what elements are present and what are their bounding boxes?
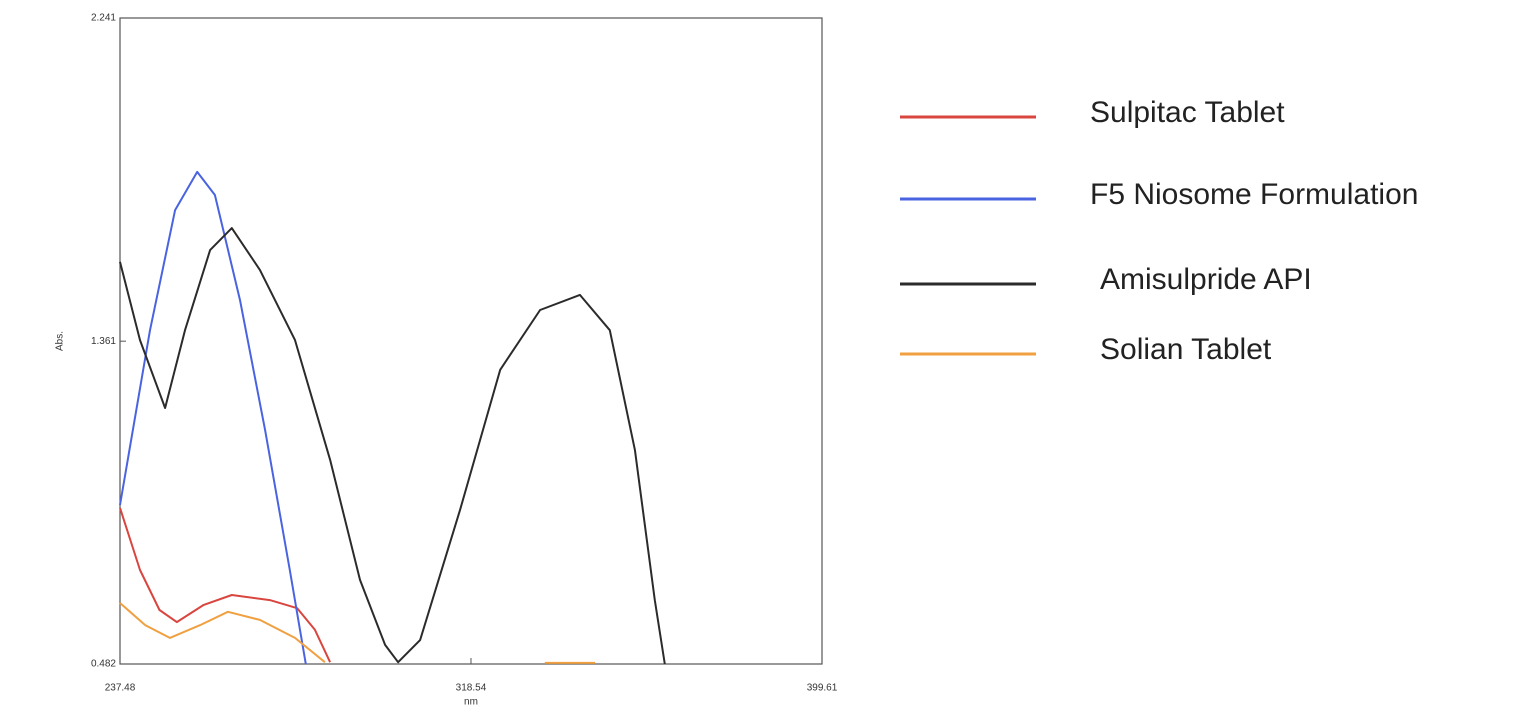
x-axis-label: nm	[464, 697, 478, 708]
x-tick-label: 318.54	[456, 683, 487, 694]
y-axis-label: Abs.	[55, 331, 66, 351]
legend-label: F5 Niosome Formulation	[1090, 178, 1418, 211]
legend-label: Amisulpride API	[1100, 263, 1312, 296]
x-tick-label: 237.48	[105, 683, 136, 694]
x-tick-label: 399.61	[807, 683, 838, 694]
legend-label: Sulpitac Tablet	[1090, 96, 1285, 129]
series-line	[119, 507, 332, 663]
plot-frame	[119, 17, 823, 665]
y-tick-label: 1.361	[91, 336, 116, 347]
series-line	[119, 170, 307, 665]
y-tick-label: 0.482	[91, 659, 116, 670]
y-tick-label: 2.241	[91, 13, 116, 24]
series-line	[119, 602, 596, 664]
series-line	[119, 227, 666, 665]
legend-label: Solian Tablet	[1100, 333, 1272, 366]
